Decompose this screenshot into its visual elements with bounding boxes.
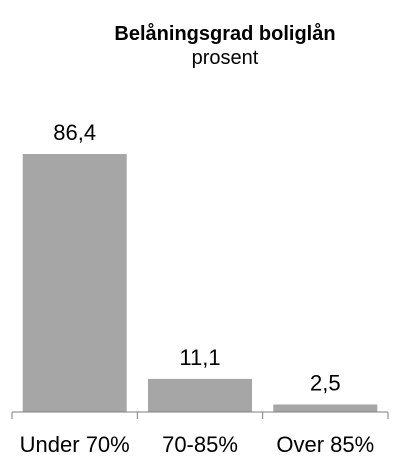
tick-label-0: Under 70%	[20, 432, 130, 457]
tick-label-2: Over 85%	[276, 432, 374, 457]
bar-0	[22, 154, 127, 412]
x-axis	[11, 411, 389, 419]
bar-2	[273, 404, 378, 412]
tick-label-1: 70-85%	[162, 432, 238, 457]
data-label-1: 11,1	[179, 345, 220, 370]
labels-layer: 86,4 Under 70% 11,1 70-85% 2,5 Over 85%	[20, 120, 375, 457]
chart-title: Belåningsgrad boliglån	[114, 22, 335, 45]
data-label-2: 2,5	[310, 371, 341, 396]
data-label-0: 86,4	[53, 120, 96, 145]
chart-subtitle: prosent	[192, 47, 259, 69]
bar-1	[148, 378, 252, 412]
bars-layer	[22, 154, 378, 412]
